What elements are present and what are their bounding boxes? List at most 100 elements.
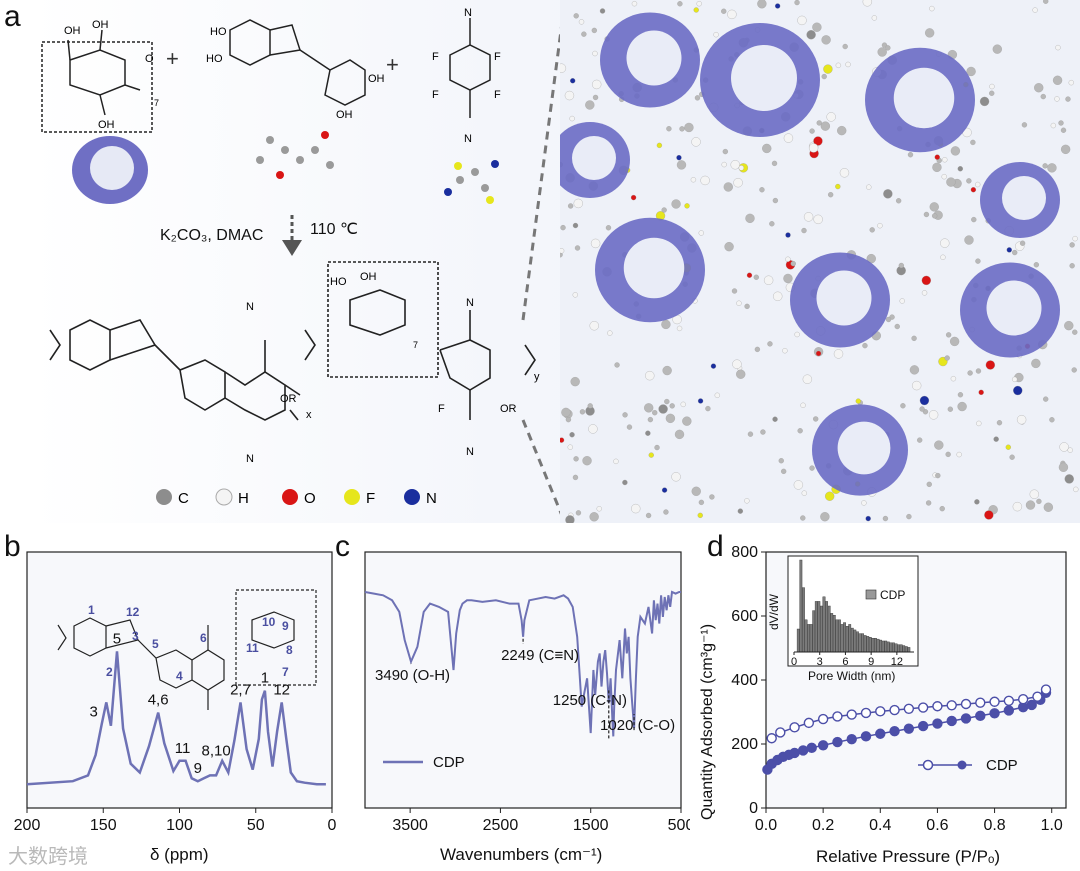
atom-sphere xyxy=(588,424,598,434)
nmr-peak-label: 9 xyxy=(194,760,202,777)
atom-sphere xyxy=(730,160,740,170)
atom-sphere xyxy=(970,139,976,146)
desorption-point xyxy=(932,701,943,712)
atom-sphere xyxy=(957,166,963,172)
atom-sphere xyxy=(907,152,914,158)
nmr-structure-number: 1 xyxy=(88,603,95,617)
atom-sphere xyxy=(1064,320,1074,331)
atom-sphere xyxy=(661,319,671,330)
atom-sphere xyxy=(644,403,654,413)
reaction-temperature: 110 ℃ xyxy=(310,221,358,238)
poly-or2: OR xyxy=(500,403,517,415)
plus-2: + xyxy=(386,52,399,77)
atom-sphere xyxy=(767,341,773,347)
atom-sphere xyxy=(782,348,788,354)
atom-sphere xyxy=(656,142,663,149)
atom-sphere xyxy=(591,27,597,34)
atom-sphere xyxy=(882,515,889,522)
atom-sphere xyxy=(733,178,743,188)
pore-size-bar xyxy=(796,628,800,653)
atom-sphere xyxy=(941,174,947,180)
pore-size-bar xyxy=(881,640,885,653)
atom-sphere xyxy=(622,479,628,486)
ftir-spectrum-chart: 3500 2500 1500 500 3490 (O-H) 2249 (C≡N) 1250… xyxy=(364,551,690,864)
atom-sphere xyxy=(774,3,781,9)
poly-y: y xyxy=(534,371,540,383)
pore-size-bar xyxy=(802,587,805,653)
desorption-point xyxy=(817,713,829,725)
legend-filled-marker xyxy=(957,760,967,770)
atom-sphere xyxy=(645,430,651,436)
atom-sphere xyxy=(815,350,822,357)
atom-sphere xyxy=(929,5,935,12)
atom-sphere xyxy=(560,224,566,231)
adsorption-point xyxy=(917,720,929,732)
adsorption-point xyxy=(903,723,915,734)
cyclodextrin-cavity xyxy=(893,67,955,129)
pore-size-bar xyxy=(871,637,875,653)
cyclodextrin-cavity xyxy=(572,136,616,180)
legend-c-label: C xyxy=(178,490,189,507)
atom-sphere xyxy=(871,15,878,21)
adsorption-point xyxy=(932,718,943,729)
atom-sphere xyxy=(1073,486,1079,493)
adsorption-point xyxy=(960,713,972,724)
atom-sphere xyxy=(631,503,641,514)
atom-sphere xyxy=(802,374,813,384)
reaction-arrow-icon xyxy=(282,215,302,256)
pore-size-bar xyxy=(840,624,844,653)
atom-sphere xyxy=(574,245,581,251)
spirobisindane-structure xyxy=(229,19,366,106)
desorption-point xyxy=(789,722,800,733)
atom-sphere xyxy=(925,500,932,506)
panel-c-label: c xyxy=(335,530,350,563)
atom-sphere xyxy=(1005,444,1011,450)
atom-sphere xyxy=(757,0,767,9)
pore-size-bar xyxy=(863,635,867,653)
atom-sphere xyxy=(1025,500,1036,510)
nmr-peak-label: 8,10 xyxy=(201,743,230,760)
desorption-point xyxy=(903,703,915,715)
ftir-legend-label: CDP xyxy=(433,754,465,771)
spiro-oh2: HO xyxy=(206,53,223,65)
reaction-reagents: K₂CO₃, DMAC xyxy=(160,227,263,244)
atom-sphere xyxy=(569,115,575,122)
cd-n: 7 xyxy=(154,98,159,108)
atom-sphere xyxy=(826,112,836,122)
pore-size-bar xyxy=(820,605,823,653)
atom-sphere xyxy=(996,420,1003,426)
isotherm-x-tick-label: 0.6 xyxy=(926,817,948,834)
pore-size-bar xyxy=(809,624,813,653)
desorption-point xyxy=(846,709,857,720)
atom-sphere xyxy=(573,456,579,462)
ftir-annotation-label: 3490 (O-H) xyxy=(375,667,450,684)
adsorption-point xyxy=(946,715,957,727)
inset-legend-swatch xyxy=(865,589,877,600)
atom-sphere xyxy=(794,0,800,6)
atom-sphere xyxy=(661,207,667,213)
atom-sphere xyxy=(1067,447,1073,453)
atom-sphere xyxy=(570,78,576,84)
isotherm-y-axis-label: Quantity Adsorbed (cm³g⁻¹) xyxy=(699,624,716,820)
pore-size-bar xyxy=(817,601,821,653)
atom-sphere xyxy=(1052,75,1063,85)
pore-size-bar xyxy=(853,629,857,653)
atom-sphere xyxy=(945,332,952,338)
atom-sphere xyxy=(794,331,800,338)
atom-sphere xyxy=(945,451,951,458)
atom-sphere xyxy=(666,126,672,132)
atom-sphere xyxy=(665,413,676,424)
atom-sphere xyxy=(1012,376,1018,383)
desorption-point xyxy=(1003,695,1015,707)
atom-sphere xyxy=(950,376,957,382)
atom-sphere xyxy=(572,292,578,298)
nmr-peak-label: 1 xyxy=(261,670,269,687)
atom-sphere xyxy=(592,94,599,101)
atom-sphere xyxy=(567,203,574,209)
isotherm-x-tick-label: 0.4 xyxy=(869,817,891,834)
atom-sphere xyxy=(970,187,977,193)
atom-sphere xyxy=(1009,454,1015,460)
atom-sphere xyxy=(690,177,697,183)
atom-sphere xyxy=(1058,120,1064,126)
atom-sphere xyxy=(1013,385,1023,396)
